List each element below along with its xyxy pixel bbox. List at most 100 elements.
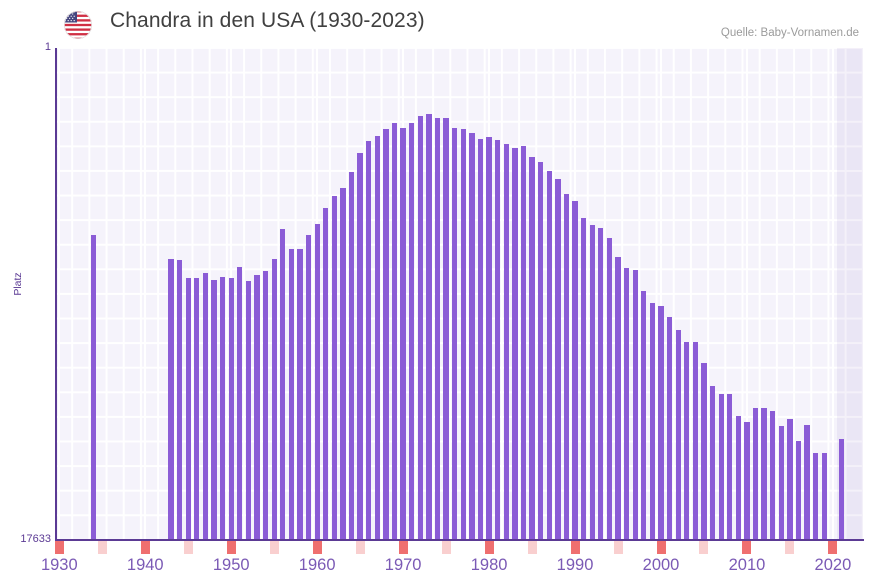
x-tick-mark-1990	[570, 541, 580, 554]
bar-1951[interactable]	[237, 267, 243, 540]
x-tick-mark-2015	[785, 541, 795, 554]
bar-1993[interactable]	[598, 227, 604, 540]
bar-2018[interactable]	[813, 452, 819, 540]
bar-2021[interactable]	[838, 438, 845, 540]
bar-1989[interactable]	[563, 194, 570, 540]
bar-1947[interactable]	[202, 272, 209, 540]
bar-1948[interactable]	[211, 279, 217, 540]
bar-2006[interactable]	[709, 385, 716, 540]
bar-1997[interactable]	[632, 269, 638, 540]
bar-1985[interactable]	[529, 156, 535, 540]
bar-1975[interactable]	[443, 117, 449, 540]
bar-1934[interactable]	[91, 234, 97, 540]
bar-2011[interactable]	[752, 407, 759, 540]
x-tick-mark-1965	[355, 541, 365, 554]
bar-2008[interactable]	[727, 393, 733, 540]
bar-1990[interactable]	[572, 201, 578, 540]
bar-2002[interactable]	[675, 329, 681, 540]
bar-1966[interactable]	[366, 141, 372, 540]
bar-1968[interactable]	[383, 128, 389, 540]
bar-1972[interactable]	[417, 116, 423, 540]
bar-2014[interactable]	[778, 426, 784, 540]
bar-1952[interactable]	[245, 280, 252, 540]
bar-2007[interactable]	[718, 393, 724, 540]
bar-1982[interactable]	[503, 144, 509, 540]
bar-1976[interactable]	[452, 127, 458, 540]
bar-1971[interactable]	[409, 123, 415, 540]
bar-1946[interactable]	[194, 278, 200, 540]
bar-1955[interactable]	[271, 258, 277, 540]
x-tick-label-1990: 1990	[556, 556, 594, 574]
bar-1996[interactable]	[623, 268, 630, 540]
bar-2004[interactable]	[692, 342, 699, 540]
bar-2013[interactable]	[770, 410, 776, 540]
x-tick-mark-1945	[183, 541, 193, 554]
bar-1970[interactable]	[400, 127, 406, 540]
bar-1957[interactable]	[288, 248, 295, 540]
x-tick-mark-2010	[742, 541, 752, 554]
bar-1958[interactable]	[297, 248, 303, 540]
bar-2012[interactable]	[761, 407, 767, 540]
bar-1950[interactable]	[228, 278, 234, 540]
bar-1994[interactable]	[606, 237, 613, 540]
bar-1983[interactable]	[512, 148, 518, 540]
bar-1944[interactable]	[176, 260, 183, 540]
bar-1992[interactable]	[589, 225, 595, 540]
bar-1999[interactable]	[649, 303, 656, 540]
bar-2015[interactable]	[787, 419, 793, 540]
bar-1973[interactable]	[426, 113, 432, 540]
bar-1974[interactable]	[434, 117, 441, 540]
bar-2019[interactable]	[821, 452, 827, 540]
bar-1965[interactable]	[357, 152, 363, 540]
x-axis-tick-labels: 1930 1940 1950 1960 1970 1980 1990 2000 2010 2020	[0, 556, 873, 584]
x-tick-mark-1935	[97, 541, 107, 554]
bar-1981[interactable]	[495, 140, 501, 540]
bar-1984[interactable]	[520, 145, 527, 540]
bar-2000[interactable]	[658, 306, 664, 540]
bar-1991[interactable]	[580, 218, 587, 540]
bar-1960[interactable]	[314, 223, 320, 540]
bar-1949[interactable]	[219, 276, 226, 540]
bar-1943[interactable]	[168, 258, 174, 540]
bar-1995[interactable]	[615, 257, 621, 540]
bar-1954[interactable]	[262, 271, 269, 540]
gridline-1930	[58, 48, 61, 540]
bar-1977[interactable]	[460, 128, 466, 540]
x-tick-mark-2000	[656, 541, 666, 554]
bar-1959[interactable]	[305, 234, 312, 540]
bar-1979[interactable]	[477, 138, 484, 540]
x-tick-mark-1940	[140, 541, 150, 554]
bar-1978[interactable]	[469, 133, 475, 540]
bar-1988[interactable]	[555, 179, 561, 540]
gridline-2000	[660, 48, 662, 540]
bar-1963[interactable]	[340, 187, 346, 540]
bar-1967[interactable]	[374, 135, 380, 540]
bar-1987[interactable]	[546, 170, 552, 540]
chart-title: Chandra in den USA (1930-2023)	[110, 9, 425, 32]
bar-1964[interactable]	[348, 172, 355, 540]
bar-1969[interactable]	[391, 123, 398, 540]
x-tick-mark-1985	[527, 541, 537, 554]
bar-1956[interactable]	[280, 229, 286, 540]
bar-2001[interactable]	[666, 317, 673, 540]
x-tick-mark-1955	[269, 541, 279, 554]
bar-1986[interactable]	[537, 162, 544, 540]
us-flag-icon	[63, 10, 93, 40]
bar-1998[interactable]	[641, 290, 647, 540]
bar-1962[interactable]	[331, 195, 338, 540]
bar-1980[interactable]	[486, 137, 492, 540]
bar-2003[interactable]	[684, 342, 690, 540]
bar-1945[interactable]	[185, 278, 191, 540]
y-axis-title: Platz	[12, 272, 24, 296]
x-tick-label-2000: 2000	[642, 556, 680, 574]
bar-1953[interactable]	[254, 275, 260, 540]
source-attribution: Quelle: Baby-Vornamen.de	[720, 27, 859, 39]
bar-2017[interactable]	[804, 424, 810, 540]
bar-2005[interactable]	[701, 363, 707, 540]
bar-2009[interactable]	[735, 416, 742, 540]
chart-header: Chandra in den USA (1930-2023) Quelle: B…	[0, 0, 873, 48]
y-tick-label-top: 1	[44, 41, 51, 53]
bar-2016[interactable]	[795, 441, 802, 540]
bar-2010[interactable]	[744, 421, 750, 540]
bar-1961[interactable]	[323, 208, 329, 540]
